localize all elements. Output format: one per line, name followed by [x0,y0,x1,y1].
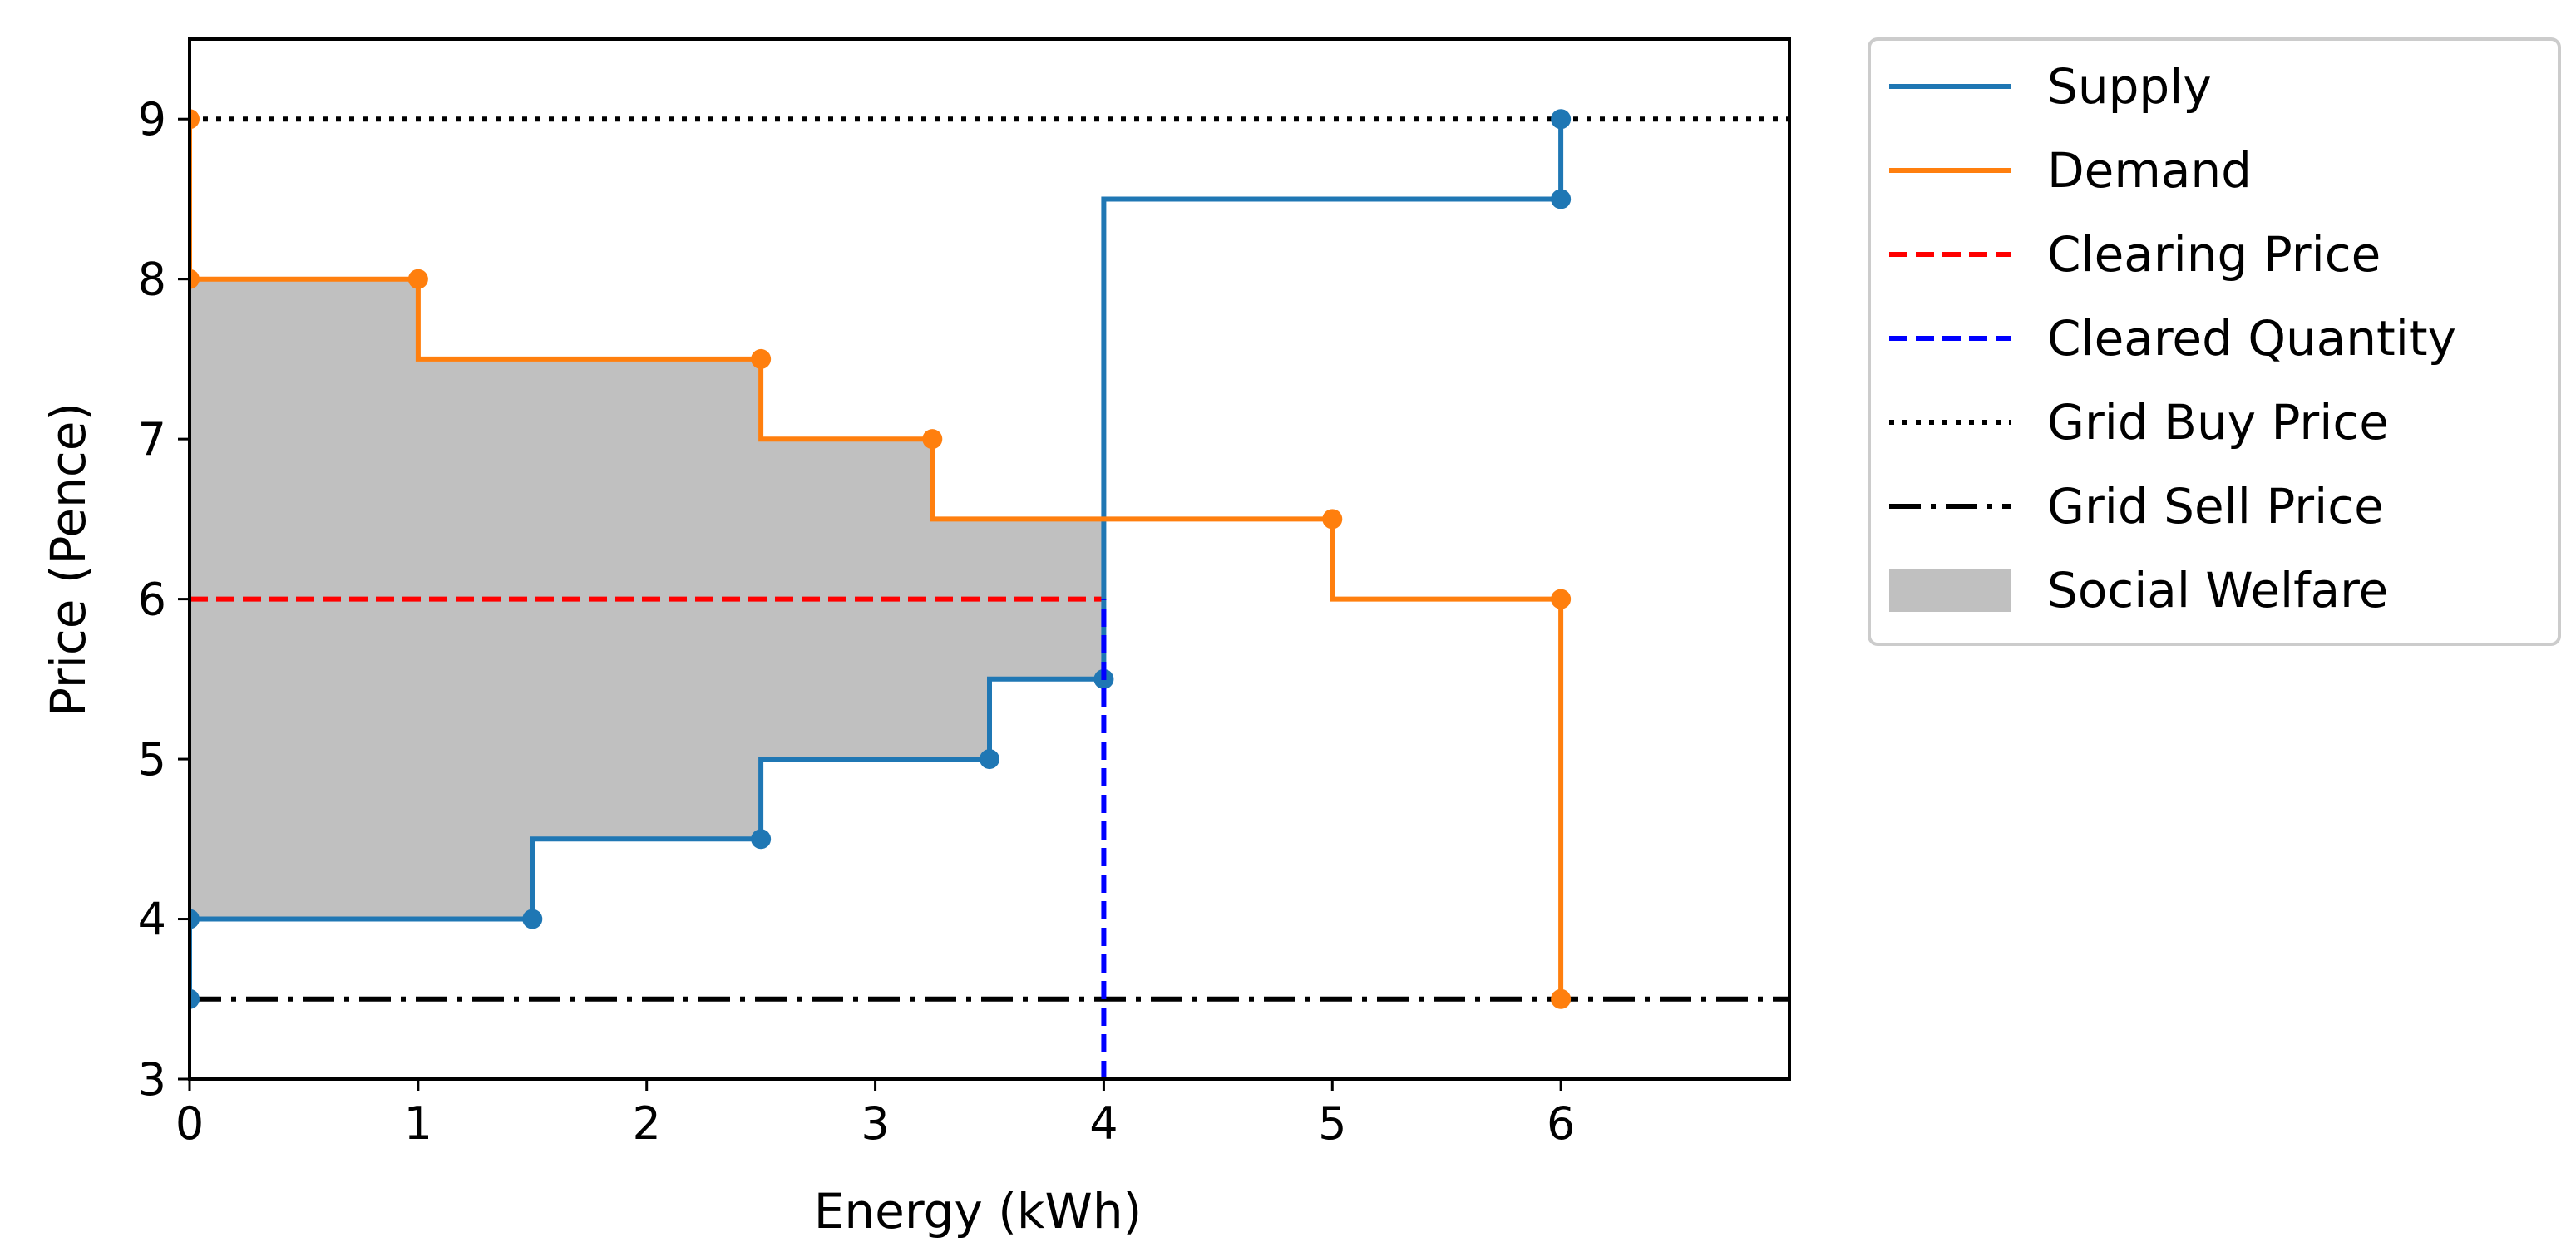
plot-area [190,109,1789,1079]
legend-swatch-social-welfare [1889,569,2011,612]
supply-point [190,988,200,1009]
demand-point [407,269,428,289]
x-tick-label: 5 [1318,1097,1346,1150]
demand-point [1551,988,1572,1009]
x-tick-label: 4 [1089,1097,1118,1150]
supply-point [980,749,999,770]
supply-point [751,829,772,850]
x-tick-label: 1 [404,1097,432,1150]
y-tick-label: 7 [138,413,166,466]
demand-point [1551,589,1572,609]
y-axis-label: Price (Pence) [40,402,96,717]
supply-point [522,909,543,929]
legend-label-social-welfare: Social Welfare [2047,562,2388,619]
y-tick-label: 8 [138,254,166,306]
legend-label-demand: Demand [2047,142,2252,199]
demand-line [190,119,1564,999]
x-tick-label: 0 [175,1097,204,1150]
supply-point [1551,109,1572,130]
legend-label-clearing-price: Clearing Price [2047,226,2381,283]
y-tick-label: 5 [138,733,166,786]
demand-point [1322,509,1343,530]
y-tick-label: 6 [138,574,166,626]
legend-label-supply: Supply [2047,58,2212,115]
y-tick-label: 3 [138,1053,166,1106]
y-tick-label: 9 [138,93,166,145]
supply-point [190,909,200,929]
x-axis-label: Energy (kWh) [814,1183,1142,1240]
legend-label-cleared-quantity: Cleared Quantity [2047,310,2456,367]
supply-line [190,119,1564,999]
legend: Supply Demand Clearing Price Cleared Quanti… [1868,37,2561,646]
x-tick-label: 3 [861,1097,889,1150]
plot-frame [188,37,1791,1081]
legend-label-grid-buy-price: Grid Buy Price [2047,394,2389,451]
demand-point [190,269,200,289]
supply-point [1551,189,1572,209]
legend-box [1868,37,2561,646]
demand-point [751,348,772,369]
demand-point [922,429,943,450]
y-tick-label: 4 [138,894,166,946]
x-tick-label: 6 [1547,1097,1575,1150]
x-tick-label: 2 [633,1097,661,1150]
demand-point [190,109,200,130]
legend-label-grid-sell-price: Grid Sell Price [2047,478,2384,535]
